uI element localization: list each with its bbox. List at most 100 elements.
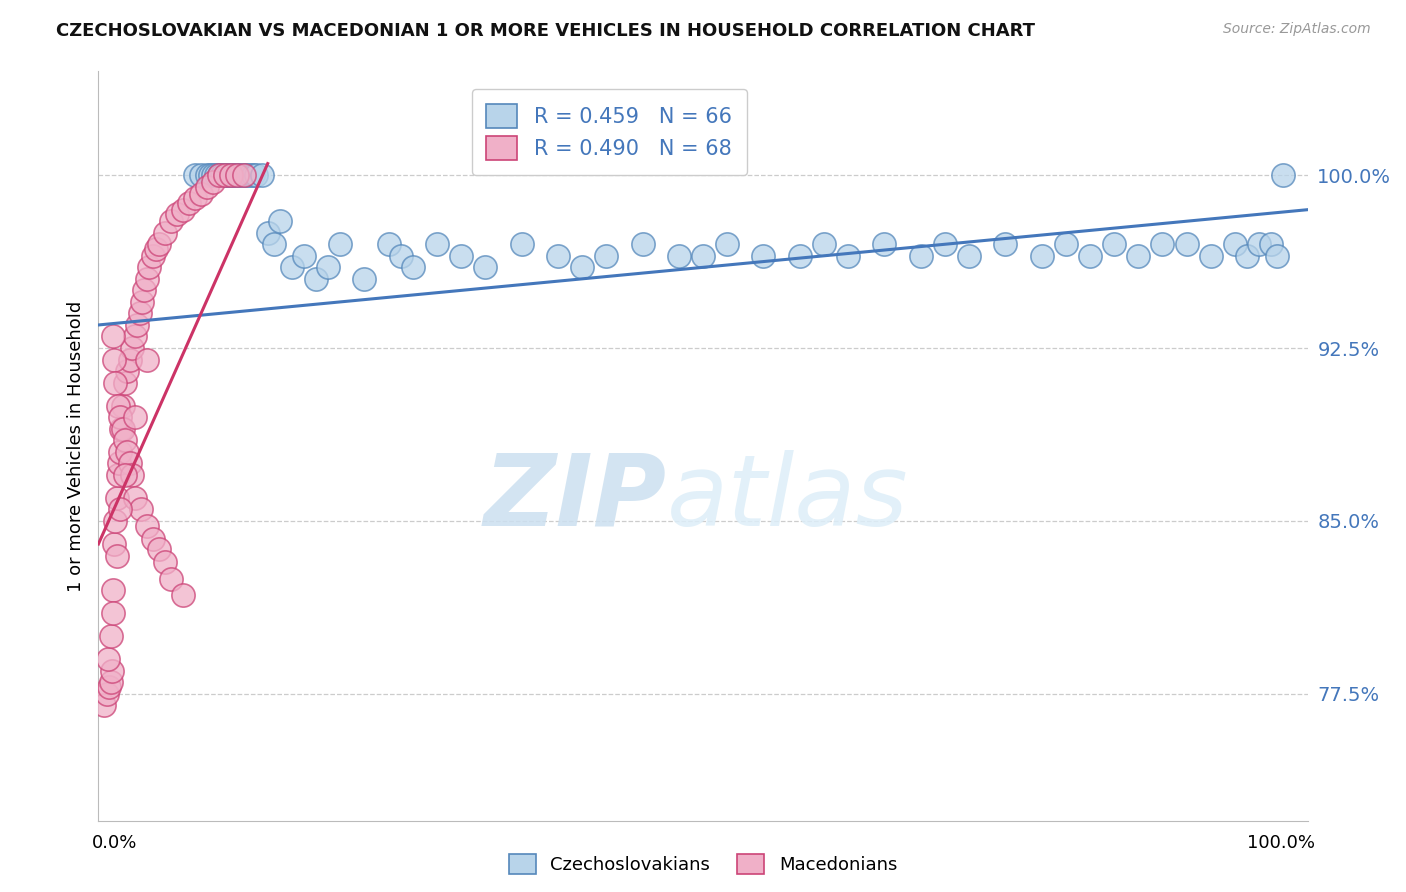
Point bbox=[184, 168, 207, 182]
Point bbox=[145, 242, 167, 256]
Point bbox=[190, 168, 212, 182]
Point bbox=[426, 237, 449, 252]
Point bbox=[873, 237, 896, 252]
Point bbox=[100, 629, 122, 643]
Point bbox=[160, 572, 183, 586]
Point bbox=[305, 272, 328, 286]
Point bbox=[256, 226, 278, 240]
Point bbox=[179, 195, 201, 210]
Text: CZECHOSLOVAKIAN VS MACEDONIAN 1 OR MORE VEHICLES IN HOUSEHOLD CORRELATION CHART: CZECHOSLOVAKIAN VS MACEDONIAN 1 OR MORE … bbox=[56, 22, 1035, 40]
Text: ZIP: ZIP bbox=[484, 450, 666, 547]
Point bbox=[121, 467, 143, 482]
Text: atlas: atlas bbox=[666, 450, 908, 547]
Point bbox=[124, 491, 146, 505]
Point bbox=[263, 237, 285, 252]
Point bbox=[239, 168, 262, 182]
Point bbox=[789, 249, 811, 263]
Point bbox=[595, 249, 617, 263]
Point bbox=[110, 422, 132, 436]
Point bbox=[134, 284, 156, 298]
Point bbox=[105, 549, 128, 563]
Point bbox=[910, 249, 932, 263]
Point bbox=[184, 191, 207, 205]
Point bbox=[101, 329, 124, 343]
Point bbox=[121, 341, 143, 355]
Point bbox=[108, 502, 131, 516]
Point bbox=[1152, 237, 1174, 252]
Point bbox=[108, 444, 131, 458]
Point bbox=[153, 226, 176, 240]
Point bbox=[195, 168, 218, 182]
Point bbox=[160, 214, 183, 228]
Point bbox=[1199, 249, 1222, 263]
Point bbox=[107, 467, 129, 482]
Point bbox=[129, 502, 152, 516]
Point bbox=[752, 249, 775, 263]
Point bbox=[118, 352, 141, 367]
Point bbox=[105, 491, 128, 505]
Point bbox=[108, 410, 131, 425]
Point bbox=[389, 249, 412, 263]
Point bbox=[202, 168, 225, 182]
Point bbox=[172, 588, 194, 602]
Legend: Czechoslovakians, Macedonians: Czechoslovakians, Macedonians bbox=[502, 847, 904, 881]
Point bbox=[250, 168, 273, 182]
Point bbox=[1236, 249, 1258, 263]
Point bbox=[510, 237, 533, 252]
Point bbox=[214, 168, 236, 182]
Point bbox=[195, 179, 218, 194]
Point bbox=[118, 456, 141, 470]
Point bbox=[148, 541, 170, 556]
Point bbox=[114, 376, 136, 390]
Point bbox=[1128, 249, 1150, 263]
Point bbox=[101, 583, 124, 598]
Point bbox=[316, 260, 339, 275]
Point bbox=[204, 168, 226, 182]
Point bbox=[202, 175, 225, 189]
Point bbox=[111, 399, 134, 413]
Point bbox=[229, 168, 252, 182]
Point bbox=[128, 306, 150, 320]
Point bbox=[994, 237, 1017, 252]
Point bbox=[97, 652, 120, 666]
Point bbox=[117, 444, 139, 458]
Point bbox=[329, 237, 352, 252]
Point bbox=[100, 664, 122, 678]
Point bbox=[166, 207, 188, 221]
Point bbox=[957, 249, 980, 263]
Point bbox=[692, 249, 714, 263]
Point bbox=[153, 556, 176, 570]
Point bbox=[221, 168, 243, 182]
Point bbox=[131, 294, 153, 309]
Point bbox=[934, 237, 956, 252]
Point bbox=[450, 249, 472, 263]
Point bbox=[1078, 249, 1101, 263]
Point bbox=[281, 260, 304, 275]
Point bbox=[217, 168, 239, 182]
Point bbox=[571, 260, 593, 275]
Point bbox=[232, 168, 254, 182]
Point bbox=[1175, 237, 1198, 252]
Point bbox=[127, 318, 149, 332]
Point bbox=[101, 606, 124, 620]
Point bbox=[631, 237, 654, 252]
Point bbox=[474, 260, 496, 275]
Point bbox=[716, 237, 738, 252]
Point bbox=[1031, 249, 1053, 263]
Text: 0.0%: 0.0% bbox=[91, 834, 136, 852]
Point bbox=[242, 168, 264, 182]
Point bbox=[142, 249, 165, 263]
Y-axis label: 1 or more Vehicles in Household: 1 or more Vehicles in Household bbox=[66, 301, 84, 591]
Point bbox=[103, 352, 125, 367]
Point bbox=[98, 680, 121, 694]
Point bbox=[208, 168, 231, 182]
Point bbox=[547, 249, 569, 263]
Text: 100.0%: 100.0% bbox=[1247, 834, 1315, 852]
Point bbox=[353, 272, 375, 286]
Point bbox=[135, 352, 157, 367]
Point bbox=[292, 249, 315, 263]
Point bbox=[135, 518, 157, 533]
Point bbox=[269, 214, 291, 228]
Point bbox=[124, 410, 146, 425]
Point bbox=[1102, 237, 1125, 252]
